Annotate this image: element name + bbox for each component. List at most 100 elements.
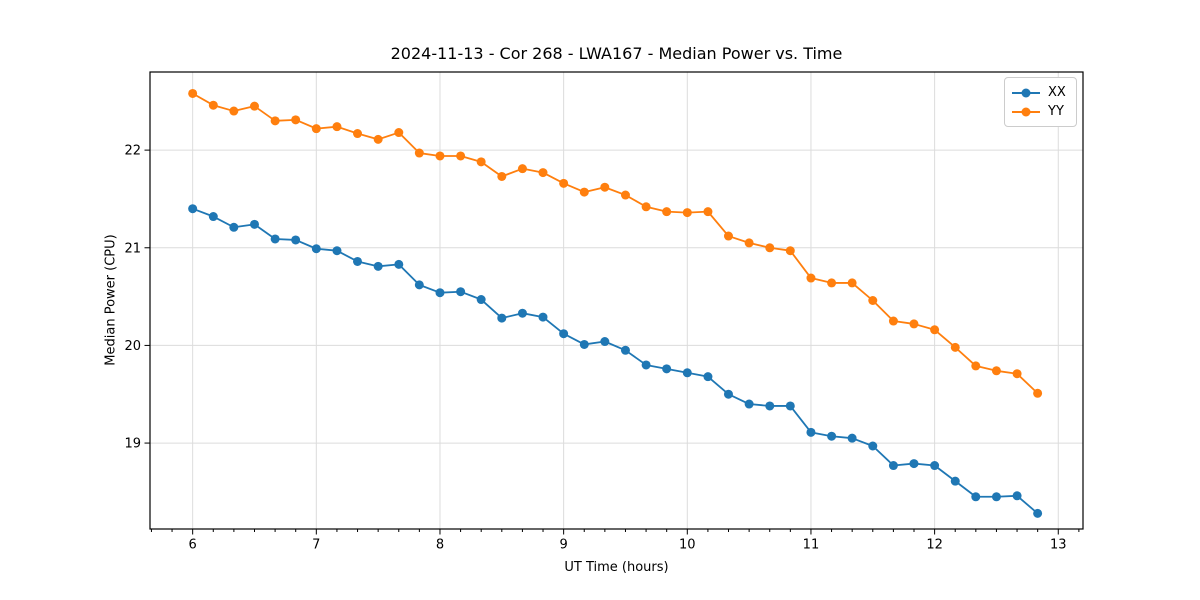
y-axis-label: Median Power (CPU) [103,234,119,366]
data-point-YY [971,361,981,371]
data-point-XX [517,308,527,318]
data-point-XX [579,339,589,349]
data-point-XX [827,431,837,441]
data-point-XX [332,246,342,256]
data-point-XX [888,461,898,471]
data-point-YY [456,151,466,161]
legend-marker-YY [1012,107,1040,116]
legend: XX YY [1004,77,1077,127]
data-point-YY [847,278,857,288]
data-point-XX [476,295,486,305]
data-point-YY [394,128,404,138]
data-point-XX [930,461,940,471]
data-point-XX [1033,508,1043,518]
data-point-XX [394,259,404,269]
data-point-YY [373,134,383,144]
plot-border [149,71,1084,530]
data-point-YY [352,129,362,139]
data-point-XX [538,312,548,322]
data-point-XX [600,337,610,347]
data-point-XX [682,368,692,378]
y-tick-label: 19 [124,437,141,452]
data-point-XX [765,401,775,411]
data-point-YY [497,171,507,181]
data-point-XX [723,389,733,399]
data-point-YY [517,164,527,174]
data-point-YY [1033,388,1043,398]
data-point-YY [332,122,342,132]
data-point-XX [414,280,424,290]
data-point-YY [930,325,940,335]
data-point-YY [991,366,1001,376]
data-point-YY [249,101,259,111]
data-point-XX [909,459,919,469]
x-tick-label: 8 [436,538,444,553]
x-tick-label: 13 [1050,538,1067,553]
data-point-XX [991,492,1001,502]
data-point-YY [600,182,610,192]
data-point-YY [785,246,795,256]
data-point-XX [352,256,362,266]
data-point-YY [435,151,445,161]
data-point-YY [765,243,775,253]
legend-label: YY [1048,104,1064,119]
data-point-XX [291,235,301,245]
legend-label: XX [1048,85,1066,100]
data-point-XX [847,433,857,443]
data-point-YY [229,106,239,116]
data-point-YY [188,88,198,98]
x-tick-label: 6 [189,538,197,553]
x-tick-label: 11 [803,538,820,553]
data-point-YY [291,115,301,125]
data-point-XX [868,441,878,451]
data-point-XX [456,287,466,297]
data-point-YY [662,207,672,217]
data-point-YY [579,187,589,197]
data-point-YY [827,278,837,288]
data-point-XX [373,261,383,271]
data-point-XX [971,492,981,502]
data-point-YY [311,124,321,134]
legend-item-YY: YY [1012,102,1068,121]
x-tick-label: 7 [312,538,320,553]
legend-item-XX: XX [1012,83,1068,102]
data-point-YY [208,100,218,110]
data-point-YY [888,316,898,326]
data-point-YY [641,202,651,212]
data-point-YY [806,273,816,283]
data-point-XX [806,427,816,437]
data-point-XX [744,399,754,409]
data-point-YY [620,190,630,200]
data-point-XX [559,329,569,339]
y-tick-label: 22 [124,144,141,159]
series-line-XX [192,207,1039,515]
x-tick-label: 9 [559,538,567,553]
y-tick-label: 21 [124,241,141,256]
x-axis-label: UT Time (hours) [564,560,669,575]
data-point-YY [559,178,569,188]
data-point-XX [1012,491,1022,501]
data-point-YY [703,207,713,217]
data-point-YY [723,231,733,241]
data-point-XX [435,288,445,298]
data-point-YY [950,342,960,352]
data-point-XX [188,204,198,214]
data-point-XX [703,372,713,382]
data-point-YY [682,208,692,218]
data-point-XX [208,212,218,222]
x-tick-label: 12 [926,538,943,553]
data-point-YY [909,319,919,329]
data-point-XX [641,360,651,370]
data-point-YY [414,148,424,158]
data-point-YY [270,116,280,126]
data-point-YY [1012,369,1022,379]
data-point-XX [620,345,630,355]
data-point-XX [785,401,795,411]
legend-marker-XX [1012,88,1040,97]
data-point-XX [229,222,239,232]
data-point-XX [249,219,259,229]
data-point-XX [311,244,321,254]
data-point-YY [538,168,548,178]
